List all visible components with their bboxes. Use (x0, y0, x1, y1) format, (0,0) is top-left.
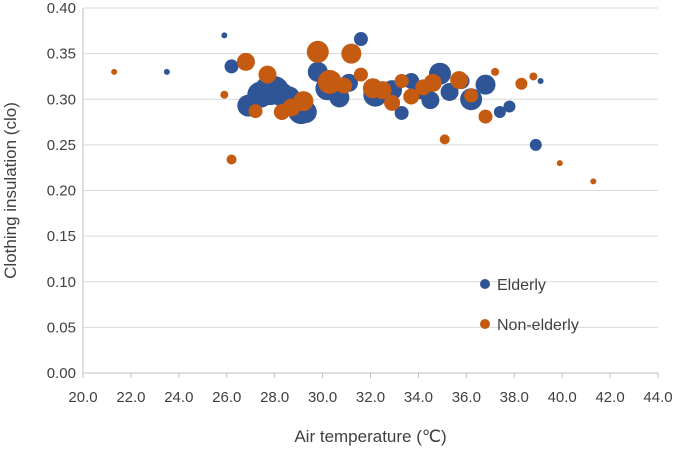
x-tick-label-2: 24.0 (164, 389, 193, 406)
point-non-elderly-4 (248, 104, 263, 119)
point-non-elderly-18 (403, 88, 420, 105)
point-non-elderly-25 (491, 67, 500, 76)
x-tick-label-8: 36.0 (452, 389, 481, 406)
point-elderly-27 (493, 106, 506, 119)
point-non-elderly-22 (450, 71, 469, 90)
x-tick-label-1: 22.0 (116, 389, 145, 406)
point-non-elderly-9 (306, 40, 329, 63)
point-elderly-21 (421, 91, 440, 110)
x-tick-label-4: 28.0 (260, 389, 289, 406)
x-tick-label-12: 44.0 (643, 389, 672, 406)
data-points (111, 32, 597, 185)
y-tick-label-2: 0.10 (47, 274, 76, 291)
point-non-elderly-3 (236, 52, 255, 71)
y-tick-label-7: 0.35 (47, 46, 76, 63)
point-non-elderly-0 (111, 68, 118, 75)
point-non-elderly-8 (293, 91, 314, 112)
point-elderly-1 (221, 32, 228, 39)
point-elderly-15 (353, 32, 368, 47)
point-non-elderly-29 (590, 178, 597, 185)
point-non-elderly-15 (373, 81, 392, 100)
x-tick-label-9: 38.0 (500, 389, 529, 406)
x-tick-label-11: 42.0 (595, 389, 624, 406)
point-non-elderly-21 (439, 134, 450, 145)
legend: Elderly Non-elderly (480, 277, 579, 334)
point-non-elderly-28 (556, 160, 563, 167)
y-tick-label-4: 0.20 (47, 183, 76, 200)
y-tick-label-1: 0.05 (47, 319, 76, 336)
x-tick-label-6: 32.0 (356, 389, 385, 406)
axes (82, 8, 659, 378)
x-axis-title: Air temperature (℃) (294, 427, 446, 446)
x-tick-labels: 20.0 22.0 24.0 26.0 28.0 30.0 32.0 34.0 36.0 38.0… (68, 389, 672, 406)
point-non-elderly-16 (384, 94, 401, 111)
point-non-elderly-10 (317, 69, 342, 94)
legend-label-non-elderly: Non-elderly (497, 317, 579, 334)
x-tick-label-7: 34.0 (404, 389, 433, 406)
point-non-elderly-17 (394, 74, 409, 88)
y-tick-label-0: 0.00 (47, 365, 76, 382)
legend-marker-non-elderly (480, 319, 490, 329)
point-non-elderly-1 (220, 90, 229, 99)
point-non-elderly-13 (353, 67, 368, 82)
legend-marker-elderly (480, 279, 490, 289)
point-elderly-30 (537, 78, 544, 84)
x-tick-label-10: 40.0 (548, 389, 577, 406)
point-non-elderly-12 (341, 43, 362, 64)
point-non-elderly-27 (529, 72, 538, 81)
x-tick-label-5: 30.0 (308, 389, 337, 406)
point-elderly-18 (394, 105, 409, 120)
x-tick-label-3: 26.0 (212, 389, 241, 406)
gridlines (83, 7, 658, 328)
point-elderly-29 (529, 138, 542, 151)
legend-label-elderly: Elderly (497, 277, 546, 294)
y-axis-title: Clothing insulation (clo) (1, 102, 20, 279)
y-tick-labels: 0.00 0.05 0.10 0.15 0.20 0.25 0.30 0.35 0.40 (47, 0, 76, 382)
point-non-elderly-26 (515, 77, 528, 90)
y-tick-label-8: 0.40 (47, 0, 76, 17)
y-tick-label-3: 0.15 (47, 228, 76, 245)
point-non-elderly-5 (258, 65, 277, 84)
point-non-elderly-11 (336, 77, 353, 94)
point-elderly-26 (475, 74, 496, 95)
point-non-elderly-23 (464, 88, 479, 103)
point-elderly-28 (503, 100, 516, 113)
point-non-elderly-20 (423, 73, 442, 92)
point-non-elderly-2 (226, 154, 237, 165)
point-non-elderly-24 (478, 109, 493, 124)
x-tick-label-0: 20.0 (68, 389, 97, 406)
y-tick-label-6: 0.30 (47, 91, 76, 108)
point-elderly-0 (163, 68, 170, 75)
y-tick-label-5: 0.25 (47, 137, 76, 154)
point-elderly-2 (224, 59, 239, 74)
